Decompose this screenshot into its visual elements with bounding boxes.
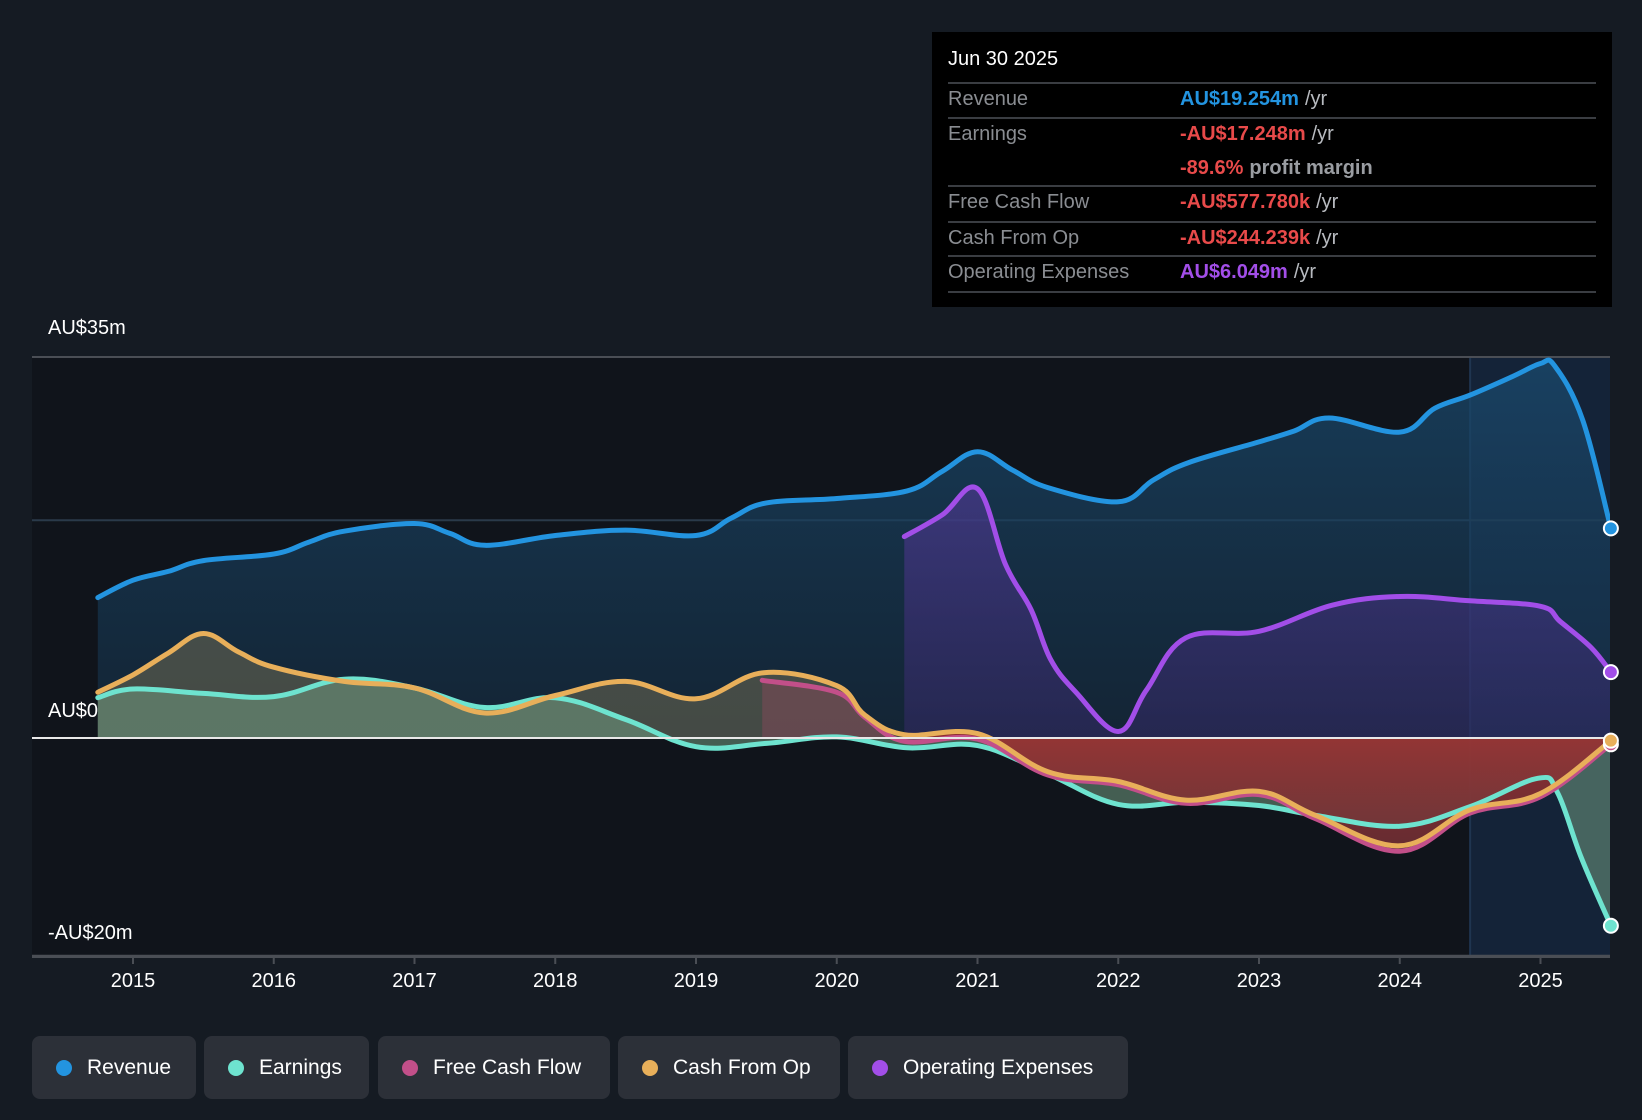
tooltip-divider [948,291,1596,293]
y-tick-label: AU$0 [48,700,99,722]
tooltip-row: Free Cash Flow -AU$577.780k/yr [948,187,1596,217]
area-negative-cash [904,730,1610,846]
tooltip-label: Operating Expenses [948,261,1130,283]
x-tick-label: 2020 [814,970,860,992]
tooltip-unit: /yr [1293,261,1317,283]
end-marker-operating-expenses[interactable] [1602,664,1619,681]
end-marker-earnings[interactable] [1602,917,1619,934]
tooltip-panel: Jun 30 2025 Revenue AU$19.254m/yr Earnings… [932,32,1612,307]
tooltip-value: AU$19.254m [1180,88,1299,110]
tooltip-value-group: -AU$17.248m/yr [1180,119,1334,149]
tooltip-unit: /yr [1311,123,1334,145]
tooltip-unit: /yr [1304,88,1328,110]
x-tick-label: 2015 [110,970,156,992]
legend-label: Operating Expenses [903,1055,1094,1079]
legend-label: Cash From Op [673,1055,811,1079]
tooltip-value: AU$6.049m [1180,261,1288,283]
tooltip-row: Revenue AU$19.254m/yr [948,84,1596,114]
tooltip-divider [948,255,1596,257]
tooltip-unit: profit margin [1249,157,1373,179]
y-tick-label: AU$35m [48,316,126,339]
legend-dot-icon [402,1059,418,1076]
x-tick-label: 2016 [251,970,297,992]
legend-dot-icon [872,1059,888,1076]
legend-dot-icon [228,1059,244,1076]
tooltip-value: -89.6% [1180,157,1244,179]
legend-item-revenue[interactable]: Revenue [32,1036,196,1099]
x-tick-label: 2022 [1096,970,1141,992]
end-marker-revenue[interactable] [1602,520,1619,537]
legend-dot-icon [642,1059,658,1076]
tooltip-divider [948,221,1596,223]
tooltip-label: Earnings [948,123,1027,145]
x-tick-label: 2017 [392,970,437,992]
tooltip-value: -AU$17.248m [1180,123,1306,145]
legend-item-cash-from-op[interactable]: Cash From Op [618,1036,840,1099]
x-tick-label: 2025 [1518,970,1563,992]
tooltip-value-group: AU$6.049m/yr [1180,257,1316,287]
x-tick-label: 2019 [673,970,719,992]
financial-chart [32,355,1619,964]
x-tick-label: 2023 [1236,970,1282,992]
tooltip-row: Earnings -AU$17.248m/yr [948,119,1596,149]
tooltip-label: Revenue [948,88,1029,110]
tooltip-value: -AU$244.239k [1180,227,1311,249]
area-operating-expenses [904,486,1610,738]
legend-label: Revenue [87,1055,172,1079]
line-revenue [95,357,1610,601]
legend-item-free-cash-flow[interactable]: Free Cash Flow [378,1036,610,1099]
legend-label: Earnings [259,1055,342,1079]
end-marker-cash-from-op[interactable] [1602,732,1619,749]
tooltip-divider [948,82,1596,84]
legend-dot-icon [56,1059,72,1076]
legend-item-earnings[interactable]: Earnings [204,1036,369,1099]
tooltip-value-group: -AU$577.780k/yr [1180,187,1338,217]
tooltip-unit: /yr [1316,191,1339,213]
line-cash-from-op [95,630,1610,849]
tooltip-value-group: AU$19.254m/yr [1180,84,1327,114]
tooltip-value-group: -89.6% profit margin [1180,153,1373,183]
tooltip-row: Cash From Op -AU$244.239k/yr [948,223,1596,253]
legend-item-operating-expenses[interactable]: Operating Expenses [848,1036,1128,1099]
y-tick-label: -AU$20m [48,921,133,944]
tooltip-value: -AU$577.780k [1180,191,1311,213]
tooltip-value-group: -AU$244.239k/yr [1180,223,1338,253]
line-operating-expenses [901,484,1610,735]
tooltip-divider [948,185,1596,187]
x-tick-label: 2018 [533,970,578,992]
x-tick-label: 2024 [1377,970,1423,992]
tooltip-row: Operating Expenses AU$6.049m/yr [948,257,1596,287]
tooltip-label: Free Cash Flow [948,191,1090,213]
tooltip-row: -89.6% profit margin [948,153,1596,183]
tooltip-label: Cash From Op [948,227,1080,249]
tooltip-unit: /yr [1316,227,1339,249]
x-tick-label: 2021 [955,970,1000,992]
tooltip-divider [948,117,1596,119]
legend-label: Free Cash Flow [433,1055,582,1079]
tooltip-date: Jun 30 2025 [948,48,1059,70]
